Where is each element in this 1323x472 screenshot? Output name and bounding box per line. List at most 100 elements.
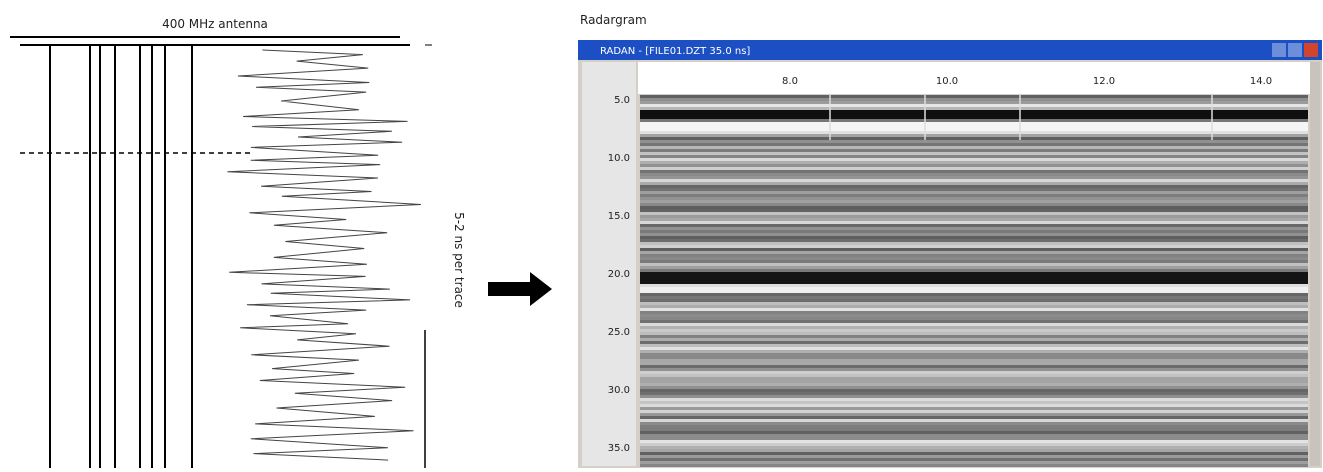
stripe (640, 170, 1308, 173)
stripe (640, 368, 1308, 371)
stripe (640, 251, 1308, 254)
stripe (640, 182, 1308, 185)
stripe (640, 125, 1308, 128)
left-ruler (582, 62, 636, 466)
stripe (640, 248, 1308, 251)
stripe (640, 260, 1308, 263)
stripe (640, 203, 1308, 206)
stripe (640, 317, 1308, 320)
stripe (640, 137, 1308, 140)
left-ruler-label: 5.0 (614, 95, 630, 106)
stripe (640, 143, 1308, 146)
stripe (640, 206, 1308, 209)
stripe (640, 428, 1308, 431)
max-button[interactable] (1288, 43, 1302, 57)
stripe (640, 329, 1308, 332)
stripe (640, 431, 1308, 434)
stripe (640, 398, 1308, 401)
window-title: RADAN - [FILE01.DZT 35.0 ns] (600, 46, 750, 57)
stripe (640, 413, 1308, 416)
stripe (640, 119, 1308, 122)
stripe (640, 299, 1308, 302)
page: 400 MHz antenna 5-2 ns per trace Radargr… (0, 0, 1323, 468)
wiggle-trace (227, 50, 421, 460)
top-ruler-label: 14.0 (1250, 76, 1272, 87)
stripe (640, 323, 1308, 326)
stripe (640, 101, 1308, 104)
stripe (640, 221, 1308, 224)
stripe (640, 332, 1308, 335)
stripe (640, 98, 1308, 101)
stripe (640, 146, 1308, 149)
stripe (640, 440, 1308, 443)
stripe (640, 155, 1308, 158)
stripe (640, 254, 1308, 257)
stripe (640, 95, 1308, 98)
stripe (640, 464, 1308, 467)
stripe (640, 173, 1308, 176)
stripe (640, 287, 1308, 290)
stripe (640, 389, 1308, 392)
stripe (640, 281, 1308, 284)
stripe (640, 296, 1308, 299)
stripe (640, 422, 1308, 425)
radargram-window: Radargram RADAN - [FILE01.DZT 35.0 ns] 8… (578, 13, 1322, 468)
stripe (640, 107, 1308, 110)
stripe (640, 191, 1308, 194)
stripe (640, 131, 1308, 134)
stripe (640, 227, 1308, 230)
stripe (640, 335, 1308, 338)
stripe (640, 362, 1308, 365)
stripe (640, 320, 1308, 323)
stripe (640, 200, 1308, 203)
stripe (640, 257, 1308, 260)
stripe (640, 395, 1308, 398)
stripe (640, 242, 1308, 245)
stripe (640, 344, 1308, 347)
antenna-schematic: 400 MHz antenna 5-2 ns per trace (10, 17, 552, 468)
stripe (640, 311, 1308, 314)
stripe (640, 383, 1308, 386)
min-button[interactable] (1272, 43, 1286, 57)
arrow (488, 272, 552, 306)
stripe (640, 443, 1308, 446)
stripe (640, 185, 1308, 188)
stripe (640, 392, 1308, 395)
stripe (640, 128, 1308, 131)
stripe (640, 230, 1308, 233)
stripe (640, 437, 1308, 440)
stripe (640, 404, 1308, 407)
left-ruler-label: 25.0 (608, 327, 630, 338)
scrollbar (1310, 62, 1320, 466)
stripe (640, 140, 1308, 143)
stripe (640, 116, 1308, 119)
stripe (640, 302, 1308, 305)
stripe (640, 326, 1308, 329)
stripe (640, 419, 1308, 422)
stripe (640, 113, 1308, 116)
stripe (640, 446, 1308, 449)
stripe (640, 341, 1308, 344)
stripe (640, 305, 1308, 308)
close-button[interactable] (1304, 43, 1318, 57)
stripe (640, 218, 1308, 221)
left-ruler-label: 20.0 (608, 269, 630, 280)
stripe (640, 179, 1308, 182)
top-ruler-label: 10.0 (936, 76, 958, 87)
stripe (640, 359, 1308, 362)
right-title: Radargram (580, 13, 647, 27)
stripe (640, 224, 1308, 227)
top-ruler-label: 8.0 (782, 76, 798, 87)
left-ruler-label: 30.0 (608, 385, 630, 396)
stripe (640, 338, 1308, 341)
stripe (640, 278, 1308, 281)
stripe (640, 239, 1308, 242)
stripe (640, 449, 1308, 452)
stripe (640, 209, 1308, 212)
stripe (640, 407, 1308, 410)
stripe (640, 434, 1308, 437)
stripe (640, 104, 1308, 107)
side-label: 5-2 ns per trace (452, 212, 466, 308)
figure: 400 MHz antenna 5-2 ns per trace Radargr… (0, 0, 1323, 468)
stripe (640, 275, 1308, 278)
